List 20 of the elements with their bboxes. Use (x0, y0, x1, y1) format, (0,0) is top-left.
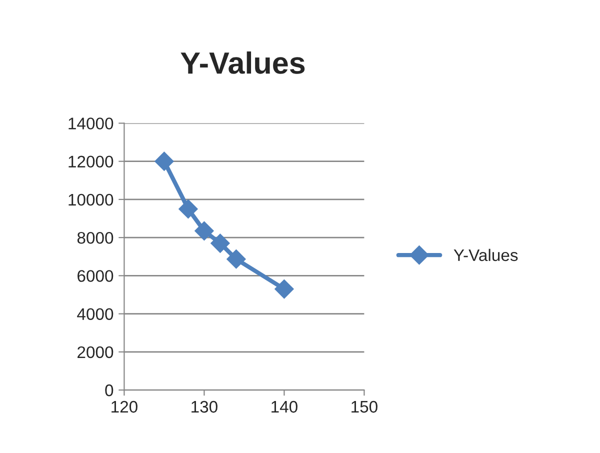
y-tick-label: 6000 (78, 270, 114, 282)
point (194, 221, 214, 240)
point (210, 234, 230, 253)
x-tick-label: 120 (112, 400, 138, 413)
y-tick-label: 2000 (78, 346, 114, 358)
point (178, 199, 198, 219)
y-tick-label: 12000 (68, 156, 114, 168)
point (274, 279, 294, 299)
y-tick-label: 10000 (68, 194, 114, 206)
y-tick-label: 4000 (77, 308, 114, 320)
y-tick-label: 8000 (77, 232, 114, 244)
x-tick-label: 150 (352, 400, 378, 413)
y-tick-label: 14000 (68, 118, 114, 130)
x-tick-label: 130 (192, 400, 218, 413)
legend-label: Y-Values (454, 248, 518, 262)
point (226, 250, 246, 269)
chart-title: Y-Values (180, 51, 305, 74)
y-tick-label: 0 (105, 384, 114, 396)
x-tick-label: 140 (272, 400, 298, 413)
point (154, 152, 174, 171)
